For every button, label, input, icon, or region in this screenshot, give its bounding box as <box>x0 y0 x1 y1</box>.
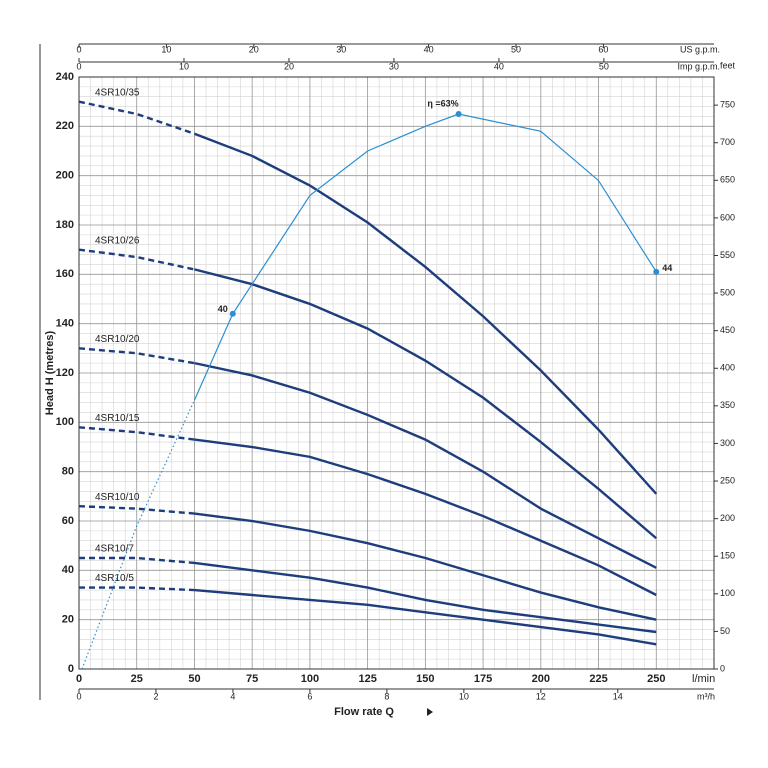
x-tick-label: 175 <box>474 673 492 685</box>
us-gpm-axis-label: US g.p.m. <box>680 44 720 54</box>
imp-gpm-axis-tick-label: 30 <box>389 61 399 71</box>
x-unit: l/min <box>692 673 715 685</box>
efficiency-curve <box>193 113 657 401</box>
y2-tick-label: 700 <box>720 137 735 147</box>
series-label: 4SR10/35 <box>95 87 140 98</box>
efficiency-label: η =63% <box>427 98 458 108</box>
y2-tick-label: 150 <box>720 551 735 561</box>
y2-tick-label: 500 <box>720 287 735 297</box>
plot-frame <box>78 76 715 670</box>
y-tick-label: 0 <box>68 663 74 675</box>
y-tick-label: 160 <box>56 268 74 280</box>
imp-gpm-axis-label: Imp g.p.m. <box>677 61 720 71</box>
m3h-axis-tick-label: 14 <box>613 691 623 701</box>
x-tick-label: 50 <box>188 673 200 685</box>
y-tick-label: 120 <box>56 367 74 379</box>
y2-tick-label: 300 <box>720 438 735 448</box>
y-tick-label: 140 <box>56 318 74 330</box>
y2-tick-label: 100 <box>720 588 735 598</box>
series-label: 4SR10/15 <box>95 413 140 424</box>
pump-curve <box>194 132 658 495</box>
y-axis-title: Head H (metres) <box>44 330 56 415</box>
y2-tick-label: 600 <box>720 212 735 222</box>
y2-tick-label: 650 <box>720 175 735 185</box>
y2-tick-label: 200 <box>720 513 735 523</box>
us-gpm-axis-tick-label: 10 <box>161 44 171 54</box>
series-label: 4SR10/7 <box>95 544 134 555</box>
efficiency-label: 40 <box>218 304 228 314</box>
pump-curve <box>194 561 657 634</box>
us-gpm-axis-tick-label: 50 <box>511 44 521 54</box>
y-tick-label: 80 <box>62 466 74 478</box>
us-gpm-axis-tick-label: 60 <box>598 44 608 54</box>
pump-curve <box>194 588 657 646</box>
y-tick-label: 240 <box>56 71 74 83</box>
efficiency-curve <box>81 399 196 670</box>
imp-gpm-axis-tick-label: 10 <box>179 61 189 71</box>
x-tick-label: 225 <box>589 673 607 685</box>
x-tick-label: 25 <box>131 673 143 685</box>
y2-title: feet <box>720 60 736 70</box>
y2-tick-label: 400 <box>720 363 735 373</box>
y2-tick-label: 0 <box>720 663 725 673</box>
us-gpm-axis-tick-label: 0 <box>76 44 81 54</box>
y-tick-label: 60 <box>62 515 74 527</box>
efficiency-point <box>229 310 236 317</box>
pump-curve <box>194 438 657 597</box>
us-gpm-axis-tick-label: 20 <box>249 44 259 54</box>
x-tick-label: 100 <box>301 673 319 685</box>
x-tick-label: 0 <box>76 673 82 685</box>
imp-gpm-axis-tick-label: 20 <box>284 61 294 71</box>
imp-gpm-axis-tick-label: 40 <box>494 61 504 71</box>
y2-tick-label: 350 <box>720 400 735 410</box>
y-tick-label: 40 <box>62 564 74 576</box>
y2-tick-label: 750 <box>720 99 735 109</box>
efficiency-point <box>653 268 660 275</box>
y-tick-label: 100 <box>56 416 74 428</box>
m3h-axis-tick-label: 12 <box>536 691 546 701</box>
series-label: 4SR10/10 <box>95 492 140 503</box>
series-label: 4SR10/20 <box>95 334 140 345</box>
m3h-axis-tick-label: 2 <box>153 691 158 701</box>
pump-curve <box>194 268 658 540</box>
pump-curve <box>194 361 657 569</box>
us-gpm-axis-tick-label: 40 <box>424 44 434 54</box>
y-tick-label: 220 <box>56 120 74 132</box>
m3h-axis-tick-label: 0 <box>76 691 81 701</box>
imp-gpm-axis-tick-label: 0 <box>76 61 81 71</box>
x-tick-label: 125 <box>358 673 376 685</box>
x-tick-label: 250 <box>647 673 665 685</box>
us-gpm-axis-tick-label: 30 <box>336 44 346 54</box>
x-tick-label: 75 <box>246 673 258 685</box>
y-tick-label: 20 <box>62 614 74 626</box>
x-tick-label: 200 <box>532 673 550 685</box>
m3h-axis-tick-label: 4 <box>230 691 235 701</box>
y2-tick-label: 450 <box>720 325 735 335</box>
efficiency-label: 44 <box>662 263 672 273</box>
x-axis-title: Flow rate Q <box>334 706 394 718</box>
imp-gpm-axis-tick-label: 50 <box>599 61 609 71</box>
pump-curve <box>194 512 657 621</box>
series-label: 4SR10/26 <box>95 235 140 246</box>
y-tick-label: 180 <box>56 219 74 231</box>
m3h-axis-tick-label: 10 <box>459 691 469 701</box>
efficiency-point <box>455 111 462 117</box>
y2-tick-label: 250 <box>720 475 735 485</box>
m3h-axis-tick-label: 6 <box>307 691 312 701</box>
y2-tick-label: 50 <box>720 626 730 636</box>
x2-unit: m³/h <box>697 691 715 701</box>
y2-tick-label: 550 <box>720 250 735 260</box>
m3h-axis-tick-label: 8 <box>384 691 389 701</box>
arrow <box>427 708 433 716</box>
series-label: 4SR10/5 <box>95 573 134 584</box>
y-tick-label: 200 <box>56 170 74 182</box>
x-tick-label: 150 <box>416 673 434 685</box>
